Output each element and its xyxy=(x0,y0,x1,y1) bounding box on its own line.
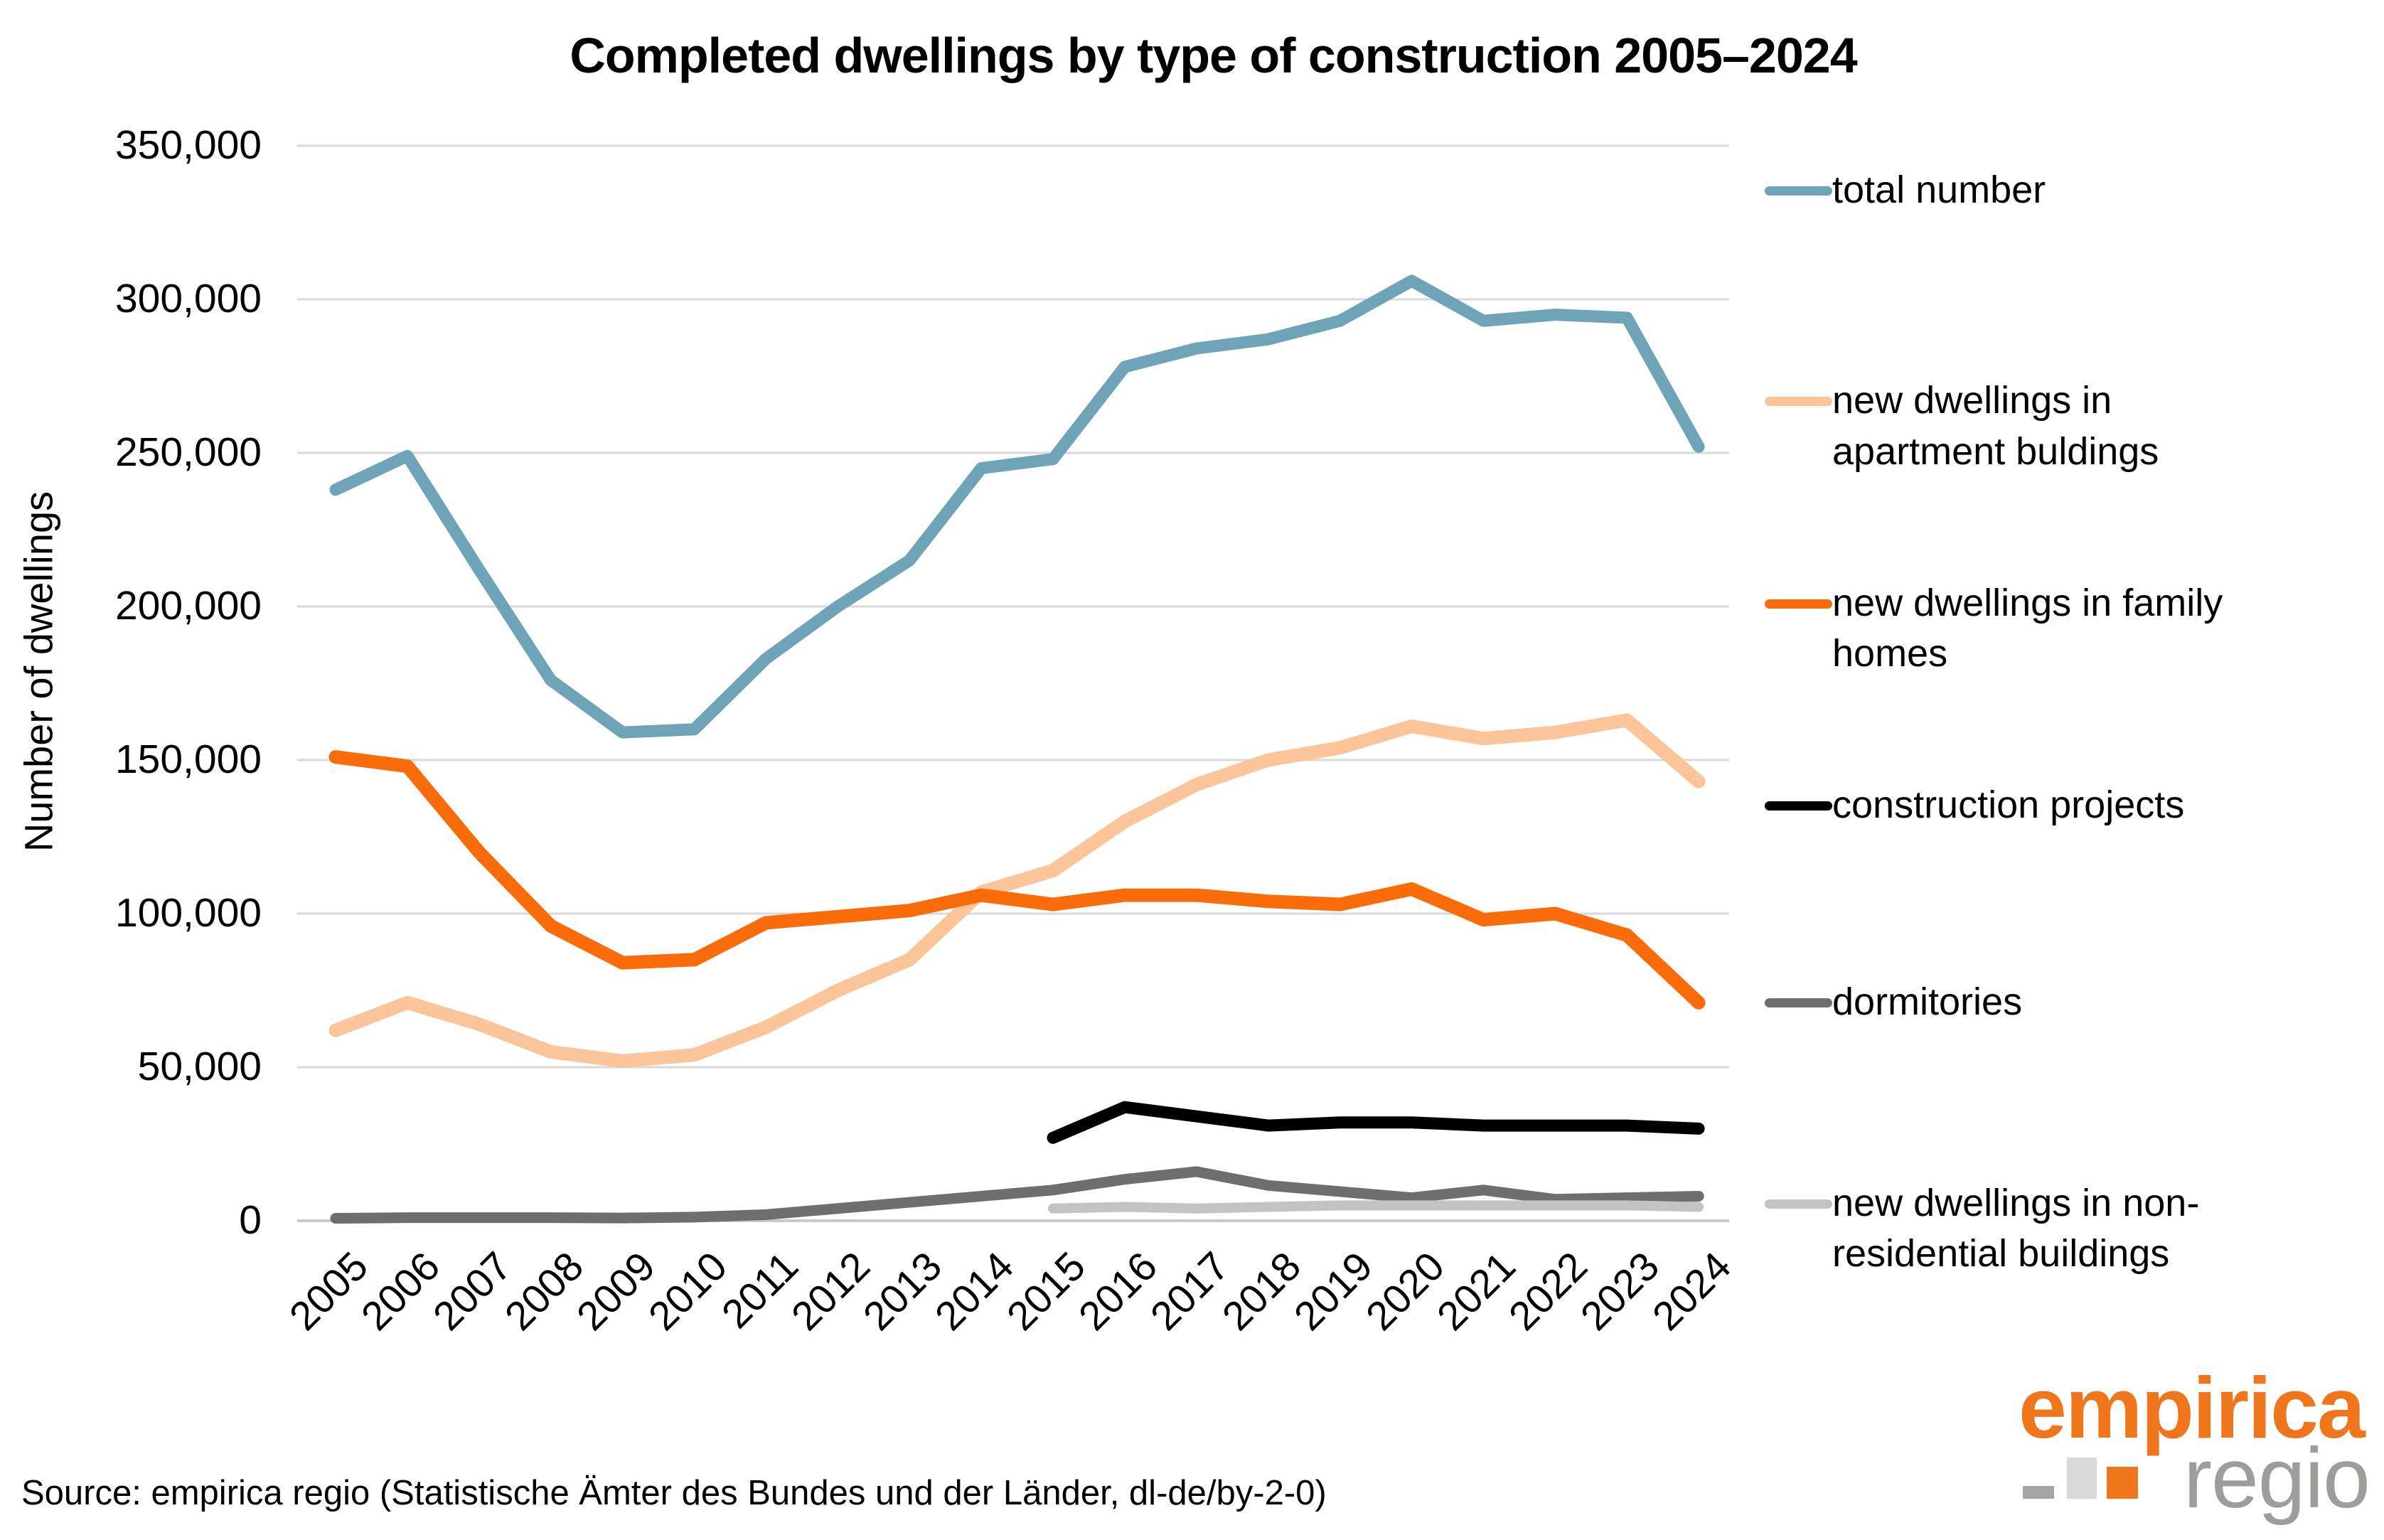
legend-line-swatch xyxy=(1765,801,1832,811)
legend-line-swatch xyxy=(1765,998,1832,1007)
legend-line-swatch xyxy=(1765,397,1832,407)
chart-legend: total number new dwellings in apartment b… xyxy=(1765,165,2383,1279)
y-tick-label: 300,000 xyxy=(114,276,262,321)
y-tick-label: 350,000 xyxy=(114,122,262,168)
legend-line-swatch xyxy=(1765,1199,1832,1209)
legend-item: new dwellings in family homes xyxy=(1765,578,2383,680)
legend-item: dormitories xyxy=(1765,977,2383,1027)
y-tick-label: 50,000 xyxy=(137,1044,262,1089)
legend-item: total number xyxy=(1765,165,2383,215)
legend-label: new dwellings in family homes xyxy=(1832,581,2223,675)
y-tick-label: 100,000 xyxy=(114,890,262,936)
legend-label: new dwellings in apartment buldings xyxy=(1832,379,2159,473)
legend-label: construction projects xyxy=(1832,784,2185,827)
logo-empirica-text: empirica xyxy=(2019,1359,2366,1456)
empirica-regio-logo: empirica regio xyxy=(2014,1349,2384,1534)
legend-label: dormitories xyxy=(1832,980,2023,1023)
chart-title: Completed dwellings by type of construct… xyxy=(570,28,1857,83)
y-tick-label: 150,000 xyxy=(114,737,262,782)
logo-bar-icon xyxy=(2023,1486,2054,1499)
source-caption: Source: empirica regio (Statistische Ämt… xyxy=(21,1474,1327,1512)
logo-square-orange-icon xyxy=(2107,1467,2138,1499)
y-tick-label: 250,000 xyxy=(114,429,262,475)
series-line-dormitories xyxy=(330,1166,1704,1224)
legend-item: new dwellings in non- residential buildi… xyxy=(1765,1178,2383,1280)
legend-item: construction projects xyxy=(1765,780,2383,830)
legend-item: new dwellings in apartment buldings xyxy=(1765,375,2383,477)
legend-label: new dwellings in non- residential buildi… xyxy=(1832,1181,2200,1276)
legend-label: total number xyxy=(1832,169,2046,211)
y-tick-label: 0 xyxy=(239,1197,262,1243)
series-line-total-number xyxy=(329,274,1705,739)
series-line-new-dwellings-in-apartment-buldings xyxy=(328,713,1706,1068)
logo-square-light-icon xyxy=(2067,1458,2097,1499)
y-tick-label: 200,000 xyxy=(114,583,262,629)
series-line-new-dwellings-in-family-homes xyxy=(328,750,1706,1010)
legend-line-swatch xyxy=(1765,599,1832,609)
series-line-new-dwellings-in-non-residential-buildings xyxy=(1048,1200,1704,1214)
legend-line-swatch xyxy=(1765,186,1832,196)
series-line-construction-projects xyxy=(1047,1101,1705,1144)
logo-regio-text: regio xyxy=(2183,1431,2370,1526)
